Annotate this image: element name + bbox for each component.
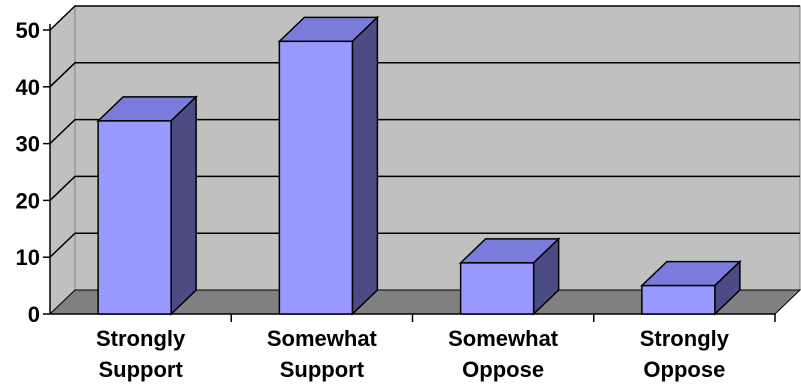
x-category-label-line: Somewhat: [267, 326, 378, 351]
x-category-label: Somewhat Support: [267, 326, 378, 382]
gridlines: [49, 5, 800, 258]
x-category-label: Strongly Support: [96, 326, 186, 382]
y-tick-label: 50: [16, 18, 40, 43]
y-tick-label: 40: [16, 75, 40, 100]
bar-front: [278, 40, 354, 315]
x-category-label-line: Oppose: [462, 357, 544, 382]
bar-front: [641, 284, 716, 315]
bar-front: [97, 120, 172, 315]
y-axis-ticks: 0 10 20 30 40 50: [16, 18, 40, 327]
x-category-label-line: Oppose: [643, 357, 725, 382]
x-category-label: Somewhat Oppose: [448, 326, 559, 382]
x-category-label-line: Strongly: [96, 326, 186, 351]
bar: [277, 15, 380, 316]
x-category-label: Strongly Oppose: [640, 326, 730, 382]
x-category-label-line: Strongly: [640, 326, 730, 351]
x-category-label-line: Support: [280, 357, 365, 382]
side-wall: [49, 4, 76, 316]
gridline: [49, 118, 800, 145]
x-axis-labels: Strongly Support Somewhat Support Somewhat Op…: [96, 326, 730, 382]
bar-side: [170, 95, 197, 316]
gridline: [49, 232, 800, 258]
bar: [458, 237, 561, 316]
gridline: [49, 62, 800, 88]
x-category-label-line: Support: [98, 357, 183, 382]
y-tick-label: 30: [16, 132, 40, 157]
bar: [96, 95, 198, 316]
gridline: [49, 175, 800, 201]
bar-front: [459, 262, 535, 315]
bars: [96, 15, 742, 316]
bar: [640, 259, 742, 316]
y-tick-label: 0: [28, 302, 40, 327]
gridline: [49, 5, 800, 31]
y-tick-label: 20: [16, 188, 40, 213]
x-category-label-line: Somewhat: [448, 326, 559, 351]
y-tick-label: 10: [16, 245, 40, 270]
bar-side: [351, 15, 379, 316]
